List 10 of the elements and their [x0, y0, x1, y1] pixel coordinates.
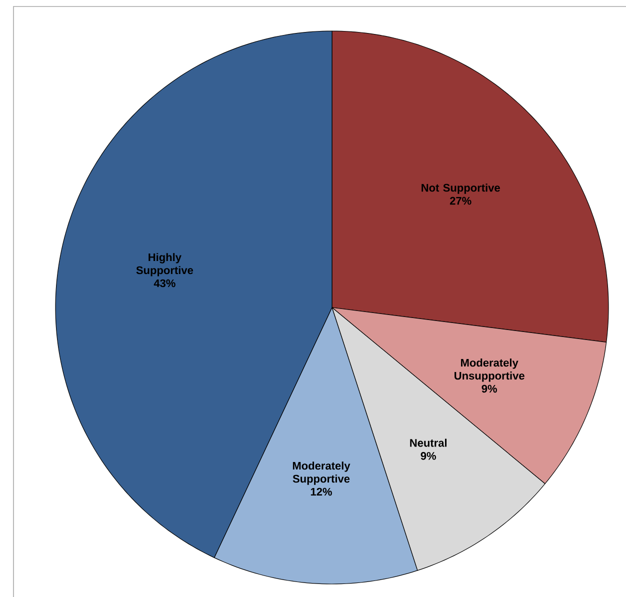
- data-label: 43%: [154, 279, 176, 288]
- slice-label: Not Supportive: [422, 184, 500, 194]
- slice-label: Neutral: [410, 438, 447, 447]
- data-label: 27%: [450, 196, 472, 205]
- data-label: 9%: [420, 452, 436, 460]
- slice-label: Moderately Supportive: [292, 462, 350, 485]
- data-label: 12%: [310, 488, 332, 496]
- data-label: 9%: [482, 384, 497, 393]
- slice-label: Highly Supportive: [136, 253, 194, 276]
- slice-label: Moderately Unsupportive: [454, 358, 524, 382]
